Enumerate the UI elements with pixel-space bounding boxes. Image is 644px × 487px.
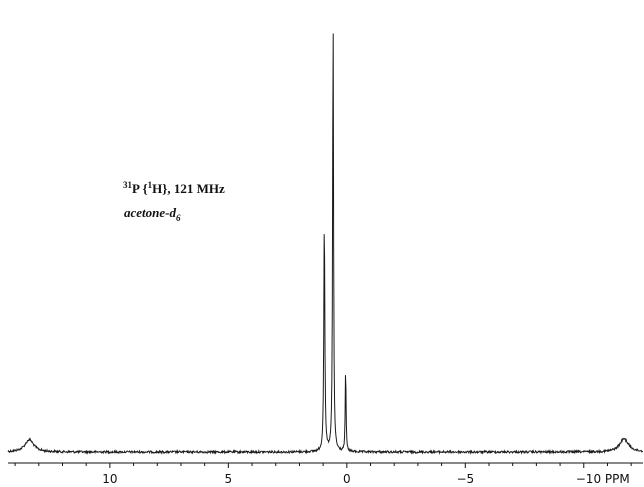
x-tick-label: 10 (102, 472, 117, 486)
nucleus-mass: 31 (123, 180, 133, 190)
x-tick-label: 0 (343, 472, 351, 486)
x-axis-ticks (14, 463, 632, 468)
x-tick-label: −10 PPM (576, 472, 630, 486)
plot-area: 10 5 0 −5 −10 PPM (7, 33, 644, 486)
solvent-subscript: 6 (176, 213, 181, 223)
frequency-label: H}, 121 MHz (152, 181, 225, 196)
nucleus-label: 31P {1H}, 121 MHz (123, 180, 225, 196)
x-tick-label: 5 (225, 472, 233, 486)
solvent-label: acetone-d6 (124, 205, 181, 223)
decoupled-mass: 1 (148, 180, 153, 190)
solvent-name: acetone-d (124, 205, 176, 220)
spectrum-annotation: 31P {1H}, 121 MHz acetone-d6 (123, 180, 225, 223)
spectrum-trace (7, 33, 644, 455)
x-axis-tick-labels: 10 5 0 −5 −10 PPM (102, 472, 629, 486)
x-tick-label: −5 (456, 472, 474, 486)
nucleus-symbol: P { (132, 181, 148, 196)
